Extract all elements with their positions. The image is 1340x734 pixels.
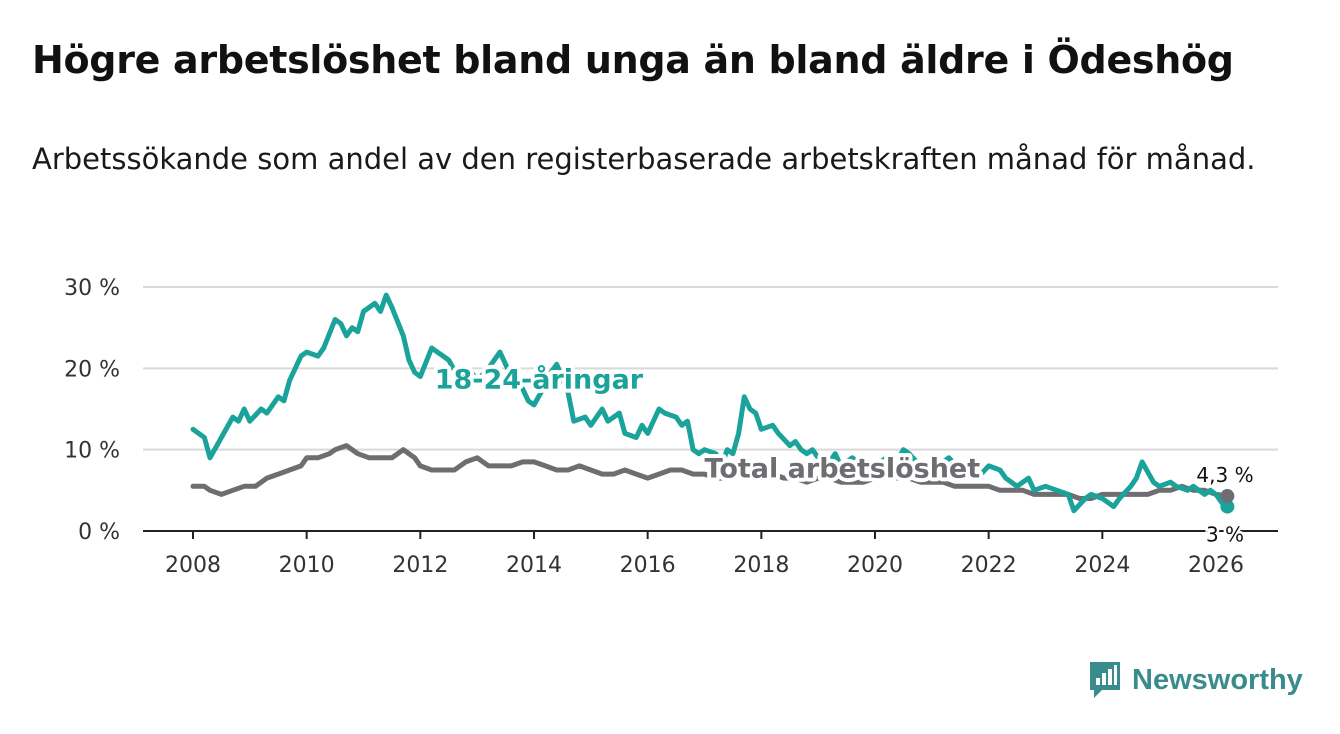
end-point-youth <box>1220 499 1235 514</box>
series-label-youth: 18-24-åringar <box>435 364 644 396</box>
y-tick-label: 30 % <box>64 276 120 301</box>
y-tick-label: 0 % <box>78 520 120 545</box>
x-tick-label: 2014 <box>506 553 562 578</box>
x-tick-label: 2020 <box>847 553 903 578</box>
end-label-youth: 3 % <box>1206 523 1244 547</box>
chart-title: Högre arbetslöshet bland unga än bland ä… <box>32 38 1234 82</box>
series-label-youth-halo: 18-24-åringar <box>435 364 644 396</box>
series-label-total-halo: Total arbetslöshet <box>705 453 981 484</box>
y-tick-label: 20 % <box>64 357 120 382</box>
end-label-total: 4,3 % <box>1196 463 1253 487</box>
x-tick-label: 2024 <box>1074 553 1130 578</box>
brand-name: Newsworthy <box>1132 663 1303 696</box>
x-tick-label: 2012 <box>392 553 448 578</box>
newsworthy-icon <box>1090 662 1120 698</box>
end-point-total <box>1220 489 1235 504</box>
chart-subtitle: Arbetssökande som andel av den registerb… <box>32 142 1256 176</box>
y-tick-label: 10 % <box>64 439 120 464</box>
x-tick-label: 2010 <box>279 553 335 578</box>
x-tick-label: 2026 <box>1188 553 1244 578</box>
series-line-youth <box>190 292 1230 514</box>
x-tick-label: 2008 <box>165 553 221 578</box>
x-tick-label: 2022 <box>961 553 1017 578</box>
x-tick-label: 2018 <box>733 553 789 578</box>
series-label-total: Total arbetslöshet <box>705 453 981 484</box>
brand-logo: Newsworthy <box>1088 660 1303 700</box>
series-line-total <box>190 443 1230 501</box>
x-tick-label: 2016 <box>620 553 676 578</box>
